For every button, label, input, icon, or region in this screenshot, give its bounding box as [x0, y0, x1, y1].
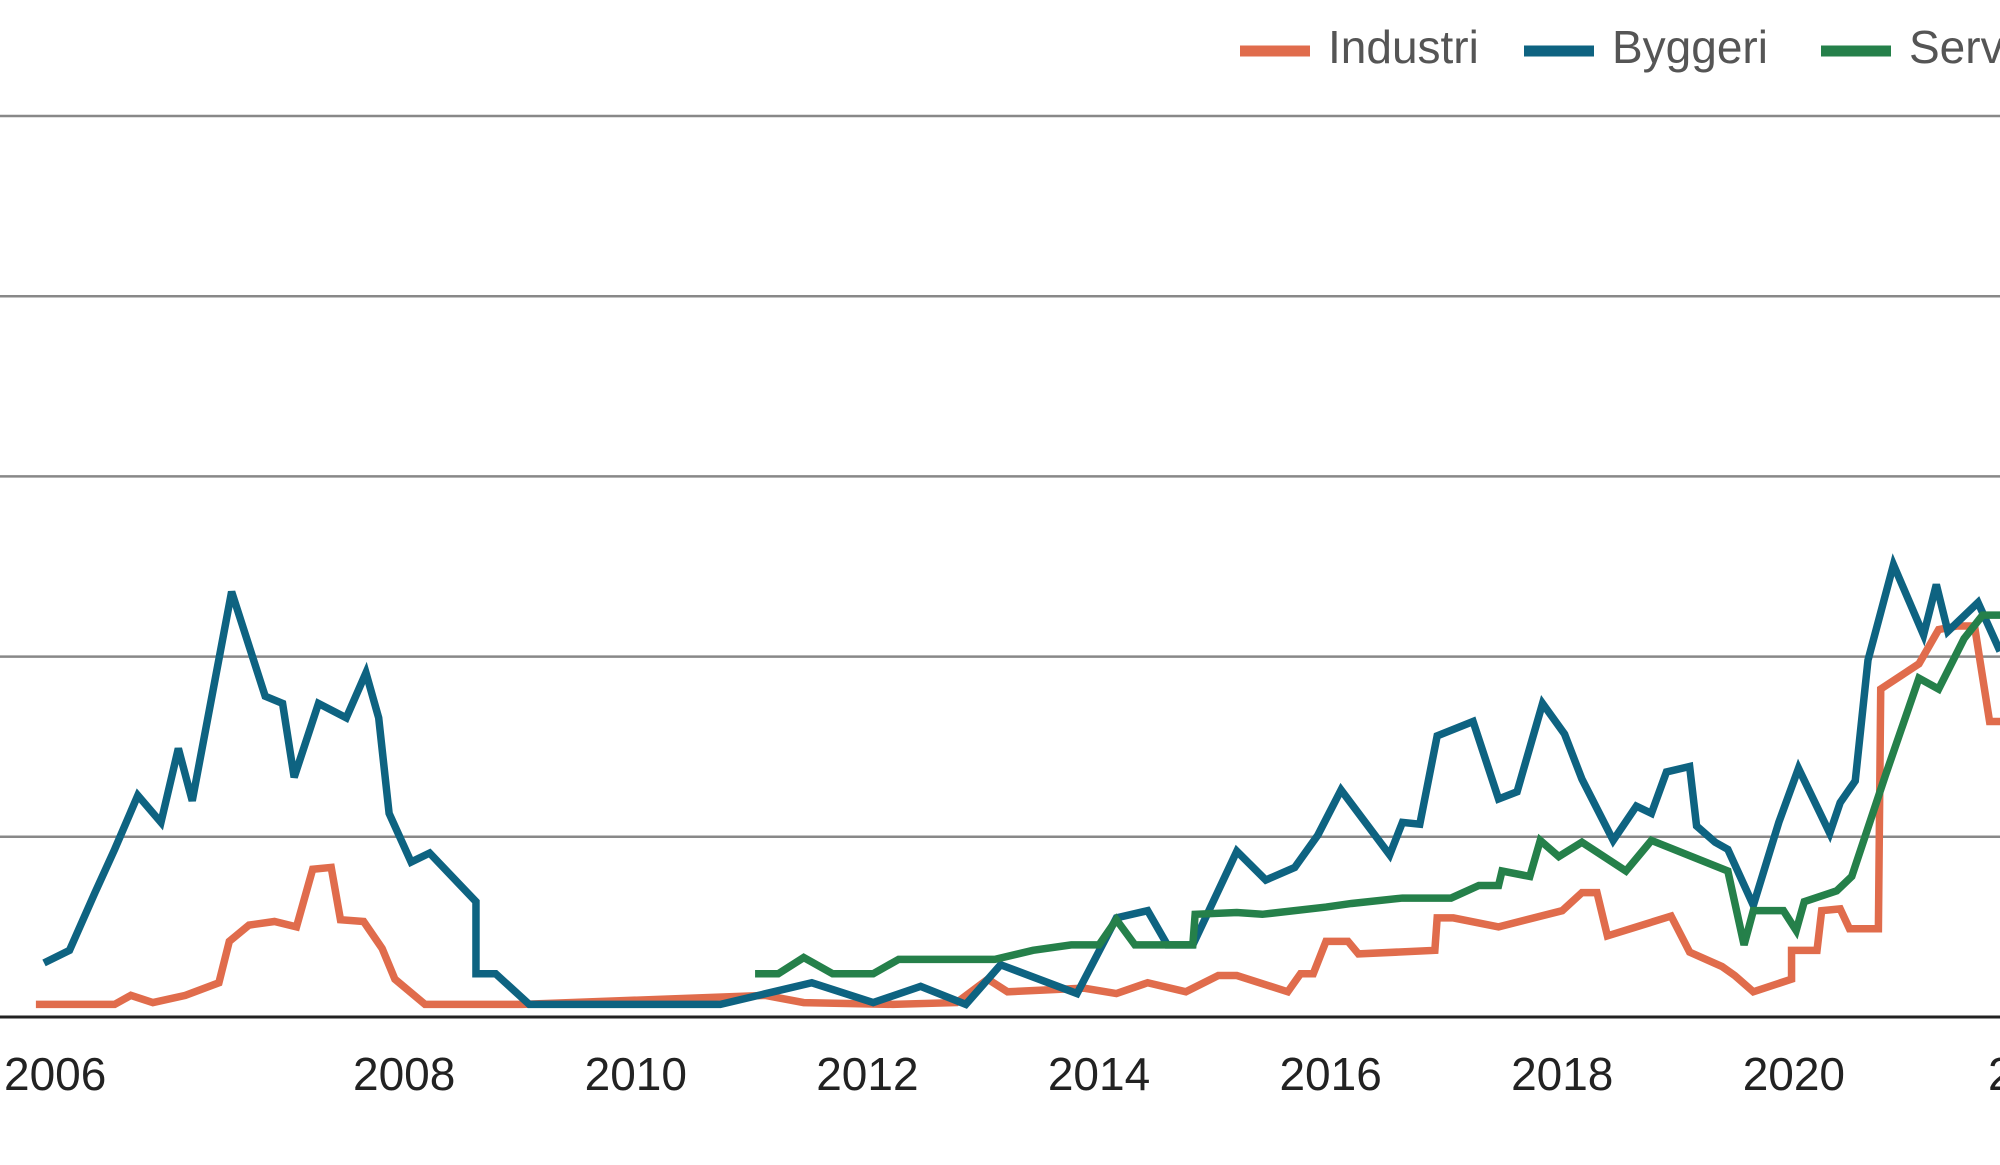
x-tick-label: 2020 — [1743, 1048, 1845, 1100]
x-tick-label: 2 — [1988, 1048, 2000, 1100]
x-tick-label: 2006 — [4, 1048, 106, 1100]
x-tick-label: 2018 — [1511, 1048, 1613, 1100]
series-line — [42, 553, 2000, 1009]
x-tick-label: 2016 — [1279, 1048, 1381, 1100]
x-tick-label: 2008 — [353, 1048, 455, 1100]
legend-label: Serv — [1909, 21, 2000, 73]
legend-label: Byggeri — [1612, 21, 1768, 73]
legend-label: Industri — [1328, 21, 1479, 73]
x-tick-label: 2010 — [585, 1048, 687, 1100]
x-tick-label: 2014 — [1048, 1048, 1150, 1100]
series-line — [35, 622, 2000, 1009]
series-line — [755, 611, 2000, 978]
x-tick-label: 2012 — [816, 1048, 918, 1100]
